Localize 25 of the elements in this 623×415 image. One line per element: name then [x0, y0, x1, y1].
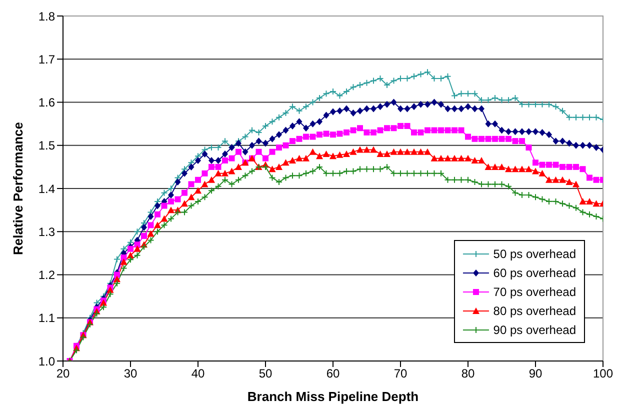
x-tick-label: 90 — [528, 366, 542, 381]
x-tick-label: 40 — [191, 366, 205, 381]
y-tick-label: 1.2 — [38, 268, 56, 282]
legend-label: 80 ps overhead — [493, 304, 576, 318]
x-tick-label: 30 — [124, 366, 138, 381]
x-axis-title: Branch Miss Pipeline Depth — [247, 389, 419, 404]
y-tick-label: 1.5 — [38, 138, 56, 153]
y-tick-label: 1.6 — [38, 96, 56, 110]
y-tick-label: 1.4 — [38, 182, 56, 196]
y-axis-title: Relative Performance — [10, 122, 26, 255]
y-tick-label: 1.7 — [38, 52, 56, 66]
legend-label: 60 ps overhead — [493, 266, 576, 280]
x-tick-label: 20 — [56, 366, 70, 381]
y-tick-label: 1.0 — [38, 354, 56, 368]
legend-label: 50 ps overhead — [493, 246, 576, 260]
x-tick-label: 50 — [258, 366, 272, 381]
legend-label: 90 ps overhead — [493, 322, 576, 336]
x-tick-label: 70 — [394, 366, 408, 381]
x-tick-label: 60 — [326, 366, 340, 381]
x-tick-label: 80 — [461, 366, 475, 381]
y-tick-label: 1.8 — [38, 9, 56, 24]
legend-label: 70 ps overhead — [493, 284, 576, 298]
x-tick-label: 100 — [592, 366, 614, 381]
y-tick-label: 1.1 — [38, 311, 56, 326]
y-tick-label: 1.3 — [38, 224, 56, 239]
